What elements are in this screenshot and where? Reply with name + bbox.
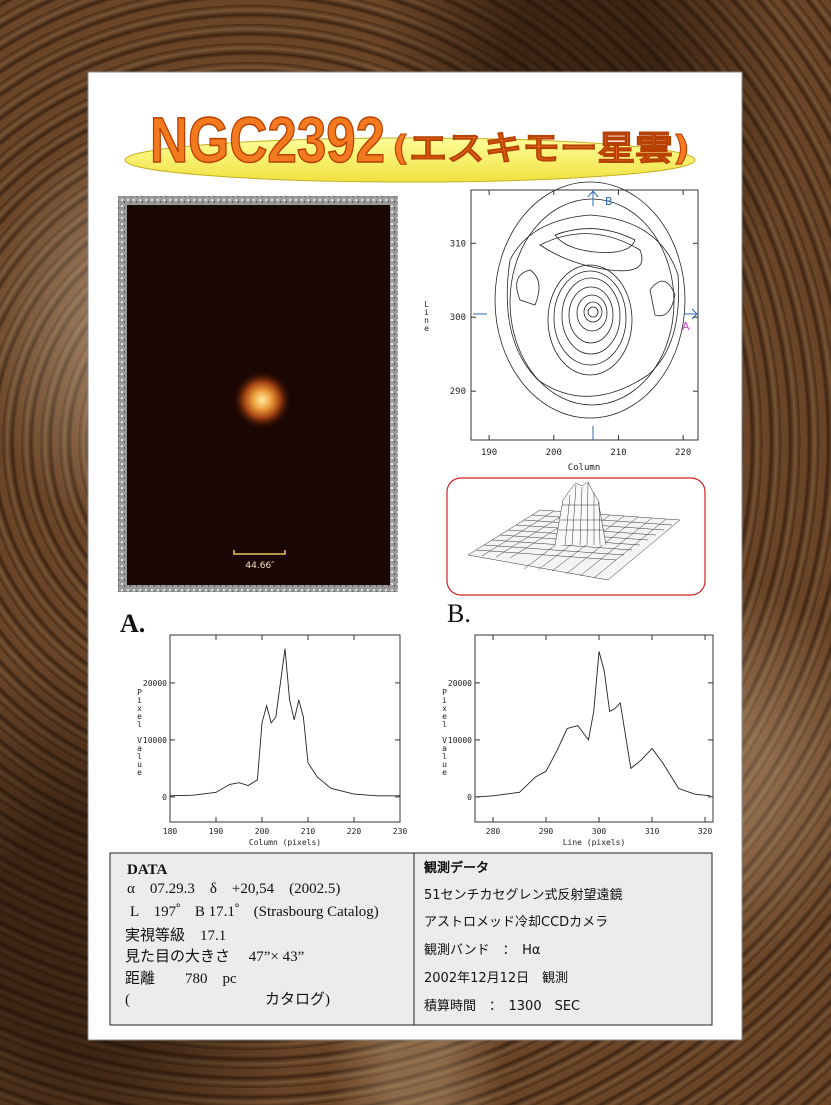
table-row: α 07.29.3 δ +20,54 (2002.5): [127, 881, 340, 897]
table-row: 51センチカセグレン式反射望遠鏡: [424, 887, 623, 903]
y-tick-label: 290: [450, 387, 466, 397]
x-tick-label: 310: [645, 827, 660, 836]
panel-label-b: B.: [447, 599, 471, 628]
y-tick-label: 310: [450, 239, 466, 249]
markers: [473, 190, 698, 440]
table-row: 距離 780 pc: [125, 969, 237, 987]
marker-a: A: [682, 320, 690, 333]
panel-label-a: A.: [120, 609, 145, 638]
scale-label: 44.66″: [245, 561, 275, 571]
data-table: [109, 852, 713, 1026]
table-row: アストロメッド冷却CCDカメラ: [424, 915, 608, 930]
table-row: ( カタログ): [125, 991, 330, 1008]
y-tick-label: 0: [467, 793, 472, 802]
x-tick-label: 220: [347, 827, 362, 836]
table-row: L 197゜ B 17.1゜ (Strasbourg Catalog): [130, 903, 379, 920]
subtitle: (エスキモー星雲): [392, 129, 690, 169]
marker-b: B: [605, 195, 613, 208]
plot-frame: [169, 634, 401, 823]
x-tick-label: 290: [539, 827, 554, 836]
x-tick-label: 280: [486, 827, 501, 836]
y-tick-label: 10000: [448, 736, 472, 745]
x-tick-label: 200: [546, 448, 562, 458]
profile-line: [169, 648, 400, 797]
table-row: 積算時間 ： 1300 SEC: [424, 999, 580, 1014]
x-tick-label: 180: [163, 827, 178, 836]
title: NGC2392: [150, 104, 385, 176]
nebula: [232, 370, 292, 430]
x-axis-label: Column: [568, 463, 601, 473]
x-tick-label: 190: [481, 448, 497, 458]
title-backdrop: [124, 137, 696, 183]
scale-bar: [233, 550, 286, 555]
y-axis-label: Line: [422, 300, 431, 332]
table-row: 見た目の大きさ 47”× 43”: [125, 948, 304, 965]
table-row: 2002年12月12日 観測: [424, 971, 568, 986]
x-tick-label: 210: [610, 448, 626, 458]
x-tick-label: 190: [209, 827, 224, 836]
x-axis-label: Column (pixels): [249, 838, 321, 847]
table-row: 観測バンド ： Hα: [424, 943, 541, 958]
plot-frame: [474, 634, 714, 823]
surface: [467, 481, 681, 581]
y-tick-label: 300: [450, 313, 466, 323]
y-axis-label: Pixel Value: [135, 688, 144, 776]
x-axis-label: Line (pixels): [563, 838, 626, 847]
x-tick-label: 300: [592, 827, 607, 836]
y-tick-label: 10000: [143, 736, 167, 745]
y-tick-label: 0: [162, 793, 167, 802]
y-tick-label: 20000: [448, 679, 472, 688]
y-tick-label: 20000: [143, 679, 167, 688]
profile-line: [477, 651, 711, 798]
table-heading: 観測データ: [423, 860, 489, 876]
table-heading: DATA: [127, 862, 167, 878]
table-row: 実視等級 17.1: [125, 926, 226, 944]
y-axis-label: Pixel Value: [440, 688, 449, 776]
x-tick-label: 230: [393, 827, 408, 836]
x-tick-label: 220: [675, 448, 691, 458]
contours: [494, 181, 686, 419]
x-tick-label: 200: [255, 827, 270, 836]
x-tick-label: 210: [301, 827, 316, 836]
contour-frame: [470, 189, 699, 441]
x-tick-label: 320: [698, 827, 713, 836]
